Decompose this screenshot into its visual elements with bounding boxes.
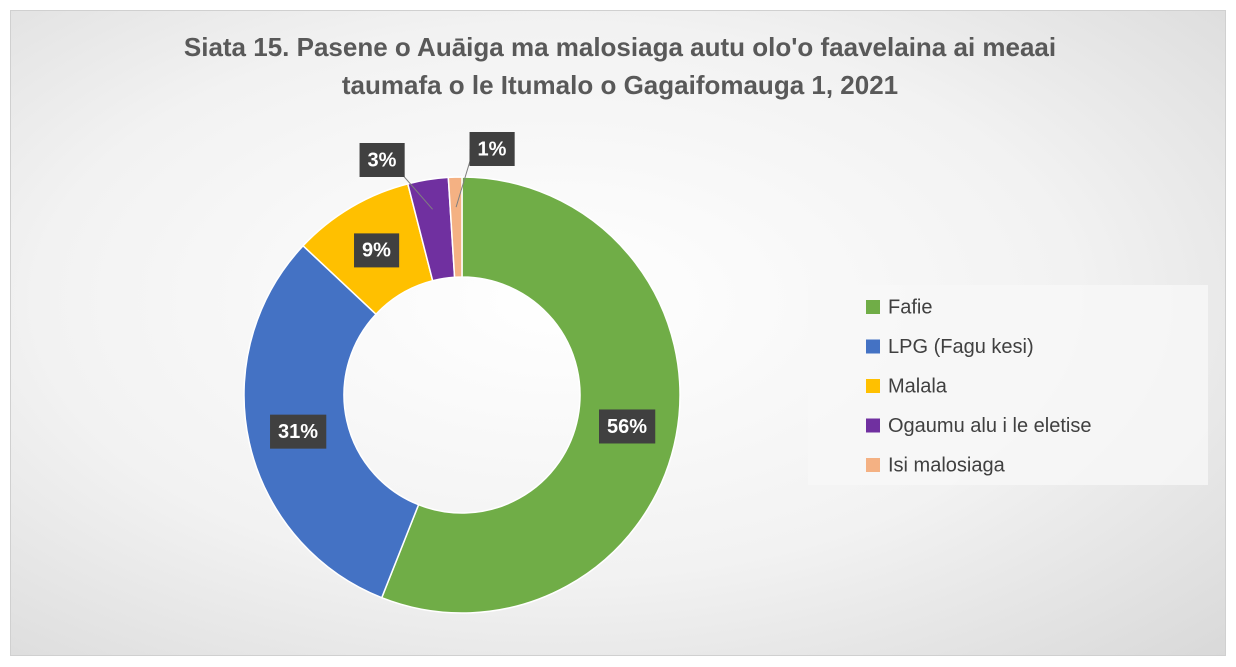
legend-label: Isi malosiaga — [888, 454, 1006, 476]
donut-slice — [447, 176, 463, 279]
legend-swatch — [866, 339, 880, 354]
data-label: 1% — [478, 138, 507, 160]
data-label: 3% — [368, 149, 397, 171]
data-label-box — [354, 233, 400, 268]
legend-swatch — [866, 418, 880, 433]
legend-label: Fafie — [888, 296, 932, 318]
donut-slice — [243, 244, 420, 599]
donut-slice — [380, 176, 681, 614]
data-label: 56% — [607, 416, 647, 438]
data-label: 9% — [362, 240, 391, 262]
legend-swatch — [866, 300, 880, 314]
data-label-box — [359, 143, 405, 177]
data-label-box — [270, 414, 327, 449]
legend-label: Ogaumu alu i le eletise — [888, 415, 1091, 437]
legend-label: Malala — [888, 375, 948, 397]
data-label-box — [469, 132, 515, 166]
legend-swatch — [866, 379, 880, 393]
legend-label: LPG (Fagu kesi) — [888, 336, 1034, 358]
legend-swatch — [866, 458, 880, 472]
chart-title: Siata 15. Pasene o Auāiga ma malosiaga a… — [183, 32, 1057, 100]
data-label: 31% — [278, 421, 318, 443]
data-label-box — [599, 409, 656, 444]
